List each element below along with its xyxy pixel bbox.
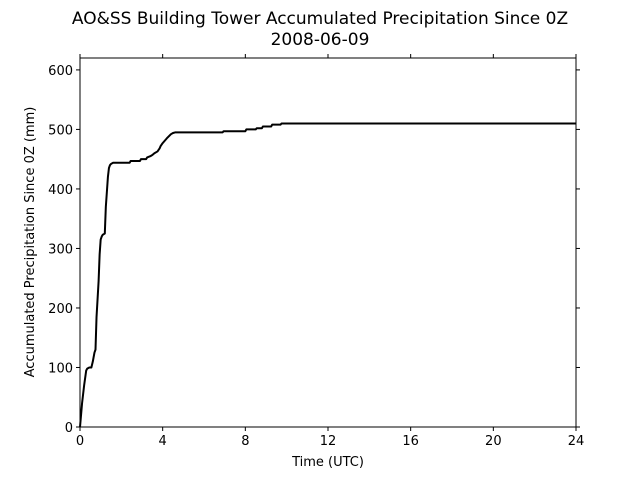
y-tick-label: 600 bbox=[48, 64, 73, 79]
x-tick-label: 12 bbox=[320, 434, 337, 449]
x-tick-label: 0 bbox=[76, 434, 84, 449]
y-tick-label: 200 bbox=[48, 302, 73, 317]
y-tick-label: 500 bbox=[48, 123, 73, 138]
x-axis-label: Time (UTC) bbox=[291, 455, 364, 470]
y-tick-label: 300 bbox=[48, 242, 73, 257]
chart-title: AO&SS Building Tower Accumulated Precipi… bbox=[72, 9, 568, 29]
x-tick-label: 4 bbox=[159, 434, 167, 449]
x-tick-label: 24 bbox=[568, 434, 585, 449]
accumulated-precipitation-line bbox=[79, 122, 576, 428]
plot-area bbox=[79, 57, 577, 428]
x-tick-label: 8 bbox=[241, 434, 249, 449]
chart-subtitle: 2008-06-09 bbox=[271, 30, 370, 50]
y-tick-label: 0 bbox=[65, 421, 73, 436]
y-tick-label: 100 bbox=[48, 361, 73, 376]
x-tick-label: 16 bbox=[402, 434, 419, 449]
x-tick-label: 20 bbox=[485, 434, 502, 449]
y-tick-label: 400 bbox=[48, 183, 73, 198]
plot-frame bbox=[79, 57, 577, 428]
y-axis-ticks: 0 100 200 300 400 500 600 bbox=[48, 64, 580, 436]
y-axis-label: Accumulated Precipitation Since 0Z (mm) bbox=[23, 107, 38, 378]
x-axis-ticks: 0 4 8 12 16 20 24 bbox=[76, 54, 584, 449]
